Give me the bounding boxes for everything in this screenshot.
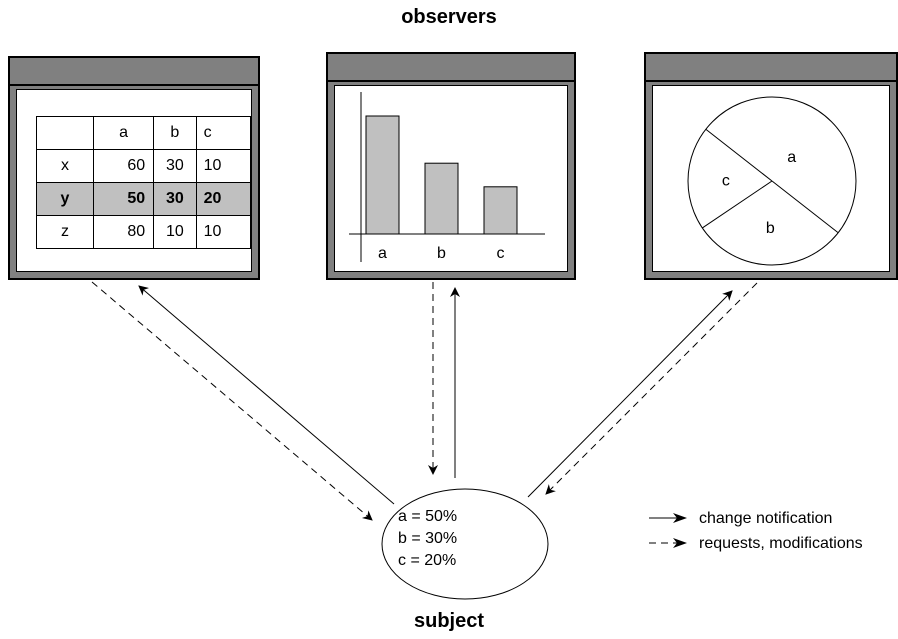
pie-slice-edge — [705, 128, 773, 182]
notify-arrow-table — [138, 285, 395, 505]
request-arrow-table — [91, 281, 373, 521]
subject-values: a = 50% b = 30% c = 20% — [398, 506, 508, 572]
row-label: z — [36, 215, 94, 249]
window-content: a b c — [652, 85, 890, 272]
request-arrow-pie — [545, 282, 758, 495]
window-titlebar[interactable] — [646, 54, 896, 82]
window-frame: a b c — [646, 82, 896, 278]
table-cell: 60 — [92, 149, 155, 183]
table-cell: 50 — [92, 182, 155, 216]
pie-slice-label: a — [787, 149, 796, 166]
legend-dashed-label: requests, modifications — [699, 535, 863, 552]
window-content: a b c x 60 30 10 y 50 30 20 z — [16, 89, 252, 272]
table-cell: 20 — [195, 182, 252, 216]
table-header-row: a b c — [36, 116, 252, 150]
bar-chart-observer-window: a b c — [326, 52, 576, 280]
notify-arrow-pie — [527, 290, 733, 498]
observers-title: observers — [401, 6, 497, 28]
window-frame: a b c x 60 30 10 y 50 30 20 z — [10, 86, 258, 278]
legend-solid-label: change notification — [699, 510, 833, 527]
table-header-cell: a — [92, 116, 155, 150]
table-cell: 80 — [92, 215, 155, 249]
bar-category-label: c — [497, 245, 505, 262]
solid-arrow-icon — [649, 513, 687, 523]
subject-title: subject — [413, 610, 485, 632]
window-content: a b c — [334, 85, 568, 272]
pie-slice-edge — [771, 180, 839, 234]
bar-category-label: a — [378, 245, 387, 262]
dashed-arrow-icon — [649, 538, 687, 548]
window-titlebar[interactable] — [10, 58, 258, 86]
pie-slice-edge — [702, 180, 773, 229]
table-cell: 30 — [153, 149, 197, 183]
table-cell: 10 — [153, 215, 197, 249]
pie-slice-label: c — [722, 172, 730, 189]
row-label: x — [36, 149, 94, 183]
subject-line: c = 20% — [398, 552, 457, 569]
pie-chart-observer-window: a b c — [644, 52, 898, 280]
window-frame: a b c — [328, 82, 574, 278]
table-row: x 60 30 10 — [36, 149, 252, 183]
data-table: a b c x 60 30 10 y 50 30 20 z — [36, 116, 252, 249]
table-cell: 10 — [195, 215, 252, 249]
table-cell: 10 — [195, 149, 252, 183]
table-header-cell: c — [195, 116, 252, 150]
bar-category-label: b — [437, 245, 446, 262]
bar-chart: a b c — [349, 92, 545, 262]
subject-line: a = 50% — [398, 508, 458, 525]
table-header-cell: b — [153, 116, 197, 150]
window-titlebar[interactable] — [328, 54, 574, 82]
bar — [365, 115, 400, 235]
table-header-cell — [36, 116, 94, 150]
bar — [424, 162, 459, 235]
row-label: y — [36, 182, 94, 216]
pie-slice-label: b — [766, 220, 775, 237]
table-row-highlighted: y 50 30 20 — [36, 182, 252, 216]
pie-chart: a b c — [687, 96, 857, 266]
subject-line: b = 30% — [398, 530, 458, 547]
table-row: z 80 10 10 — [36, 215, 252, 249]
bar — [483, 186, 518, 235]
table-observer-window: a b c x 60 30 10 y 50 30 20 z — [8, 56, 260, 280]
table-cell: 30 — [153, 182, 197, 216]
